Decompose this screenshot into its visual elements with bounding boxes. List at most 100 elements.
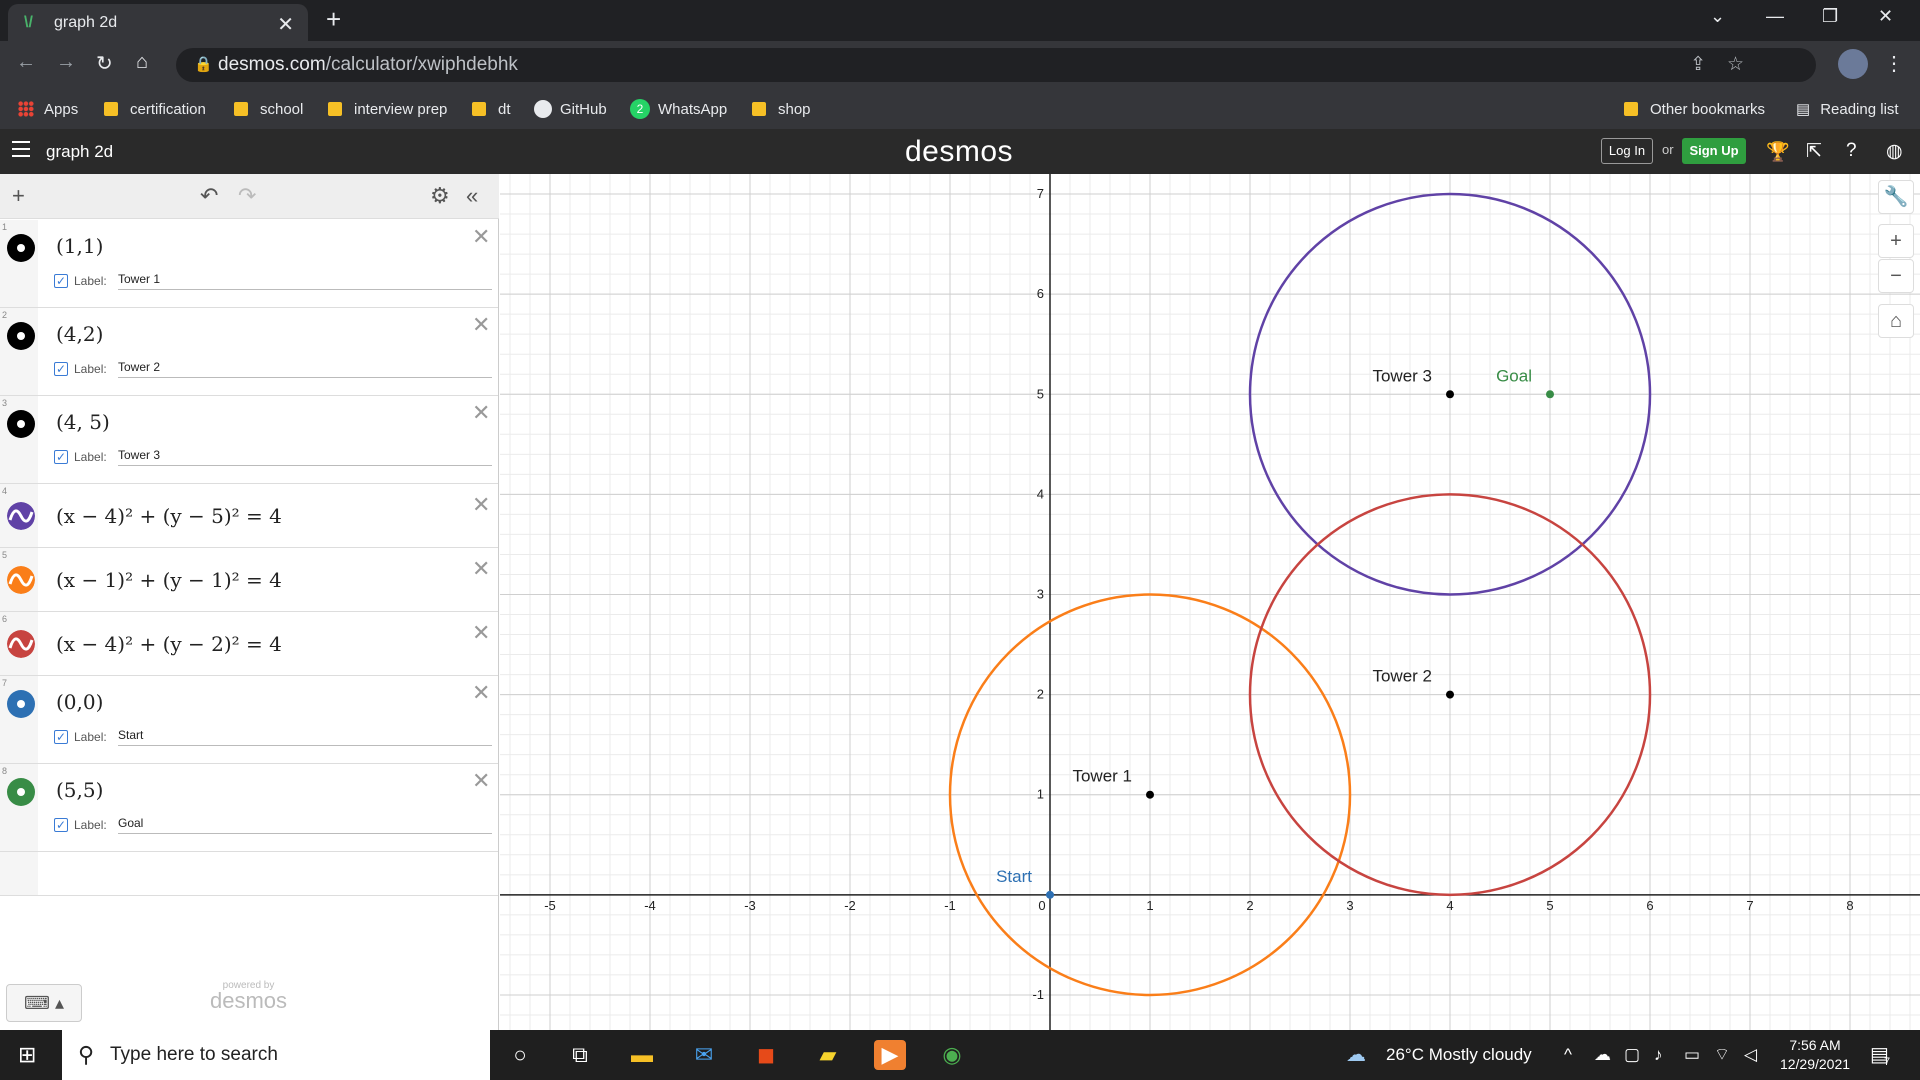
bookmark-other[interactable]: Other bookmarks [1624,89,1765,129]
keyboard-toggle-button[interactable]: ⌨ ▴ [6,984,82,1022]
bookmark-whatsapp[interactable]: 2 WhatsApp [630,89,727,129]
notifications-icon[interactable]: ▤ [1870,1044,1889,1066]
expression-row[interactable]: 4 (x − 4)² + (y − 5)² = 4 ✕ [0,484,498,548]
trophy-icon[interactable]: 🏆 [1766,142,1790,163]
volume-icon[interactable]: ◁ [1744,1045,1758,1064]
label-toggle[interactable]: ✓ Label: Goal [54,816,492,834]
forward-icon[interactable]: → [56,51,76,73]
expression-row[interactable]: 6 (x − 4)² + (y − 2)² = 4 ✕ [0,612,498,676]
chrome-icon[interactable]: ◉ [942,1042,962,1067]
close-window-button[interactable]: ✕ [1878,6,1894,26]
undo-icon[interactable]: ↶ [200,183,219,208]
expression-row[interactable]: 2 (4,2) ✓ Label: Tower 2 ✕ [0,308,498,396]
point-style-icon[interactable] [7,322,35,350]
help-icon[interactable]: ? [1846,140,1857,161]
point-style-icon[interactable] [7,690,35,718]
label-checkbox-icon[interactable]: ✓ [54,818,68,832]
mail-icon[interactable]: ✉ [694,1042,714,1067]
delete-expression-icon[interactable]: ✕ [472,312,491,337]
point-style-icon[interactable] [7,778,35,806]
bookmark-school[interactable]: school [234,89,303,129]
more-menu-icon[interactable]: ⋮ [1884,53,1904,75]
expression-row[interactable]: 7 (0,0) ✓ Label: Start ✕ [0,676,498,764]
profile-avatar[interactable] [1838,49,1868,79]
label-input[interactable]: Tower 3 [118,448,492,466]
curve-style-icon[interactable] [7,630,35,658]
label-input[interactable]: Start [118,728,492,746]
bookmark-interview-prep[interactable]: interview prep [328,89,447,129]
language-globe-icon[interactable]: ◍ [1886,141,1903,162]
label-checkbox-icon[interactable]: ✓ [54,274,68,288]
reload-icon[interactable]: ↻ [96,53,113,75]
expression-row[interactable]: 1 (1,1) ✓ Label: Tower 1 ✕ [0,220,498,308]
expression-math[interactable]: (x − 4)² + (y − 5)² = 4 [56,504,282,528]
zoom-in-button[interactable]: + [1878,224,1914,258]
expression-math[interactable]: (x − 1)² + (y − 1)² = 4 [56,568,282,592]
onedrive-icon[interactable]: ☁ [1594,1045,1611,1064]
expression-math[interactable]: (4,2) [56,322,104,346]
redo-icon[interactable]: ↷ [238,183,257,208]
zoom-out-button[interactable]: − [1878,259,1914,293]
point-style-icon[interactable] [7,234,35,262]
delete-expression-icon[interactable]: ✕ [472,224,491,249]
graph-title[interactable]: graph 2d [46,142,114,161]
label-checkbox-icon[interactable]: ✓ [54,450,68,464]
new-tab-button[interactable]: + [326,4,342,34]
tray-chevron-icon[interactable]: ^ [1564,1045,1572,1064]
close-tab-icon[interactable]: ✕ [277,14,294,36]
delete-expression-icon[interactable]: ✕ [472,620,491,645]
login-button[interactable]: Log In [1601,138,1653,164]
label-checkbox-icon[interactable]: ✓ [54,730,68,744]
delete-expression-icon[interactable]: ✕ [472,768,491,793]
taskbar-search[interactable]: ⚲ Type here to search [62,1030,490,1080]
label-toggle[interactable]: ✓ Label: Tower 3 [54,448,492,466]
bookmark-shop[interactable]: shop [752,89,811,129]
weather-text[interactable]: 26°C Mostly cloudy [1386,1045,1532,1064]
default-view-home-icon[interactable]: ⌂ [1878,304,1914,338]
label-checkbox-icon[interactable]: ✓ [54,362,68,376]
point-style-icon[interactable] [7,410,35,438]
browser-tab[interactable]: \/ graph 2d ✕ [8,4,308,41]
bookmark-certification[interactable]: certification [104,89,206,129]
curve-style-icon[interactable] [7,566,35,594]
windows-start-icon[interactable]: ⊞ [18,1042,37,1067]
address-bar[interactable]: 🔒 desmos.com/calculator/xwiphdebhk ⇪ ☆ [176,48,1816,82]
meet-icon[interactable]: ▢ [1624,1045,1641,1064]
task-view-icon[interactable]: ⧉ [572,1042,588,1067]
home-icon[interactable]: ⌂ [136,51,149,73]
expression-math[interactable]: (0,0) [56,690,104,714]
graph-svg[interactable]: -5 -4 -3 -2 -1 0 1 2 3 4 5 6 7 8 -1 1 2 3 4 5 6 7 Tower 1 Tower… [500,174,1920,1030]
tab-search-icon[interactable]: ⌄ [1710,6,1726,26]
settings-gear-icon[interactable]: ⚙ [430,183,450,208]
system-clock[interactable]: 7:56 AM 12/29/2021 [1770,1036,1860,1074]
curve-style-icon[interactable] [7,502,35,530]
bookmark-star-icon[interactable]: ☆ [1726,54,1744,75]
cortana-icon[interactable]: ○ [513,1042,527,1067]
signup-button[interactable]: Sign Up [1682,138,1746,164]
bookmark-dt[interactable]: dt [472,89,511,129]
label-toggle[interactable]: ✓ Label: Tower 1 [54,272,492,290]
expression-row[interactable]: 3 (4, 5) ✓ Label: Tower 3 ✕ [0,396,498,484]
label-input[interactable]: Tower 2 [118,360,492,378]
graph-settings-wrench-icon[interactable]: 🔧 [1878,180,1914,214]
bookmark-apps[interactable]: Apps [18,89,78,129]
expression-row[interactable]: 8 (5,5) ✓ Label: Goal ✕ [0,764,498,852]
collapse-panel-icon[interactable]: « [466,183,479,208]
graph-canvas[interactable]: -5 -4 -3 -2 -1 0 1 2 3 4 5 6 7 8 -1 1 2 3 4 5 6 7 Tower 1 Tower… [500,174,1920,1030]
delete-expression-icon[interactable]: ✕ [472,492,491,517]
expression-row[interactable]: 5 (x − 1)² + (y − 1)² = 4 ✕ [0,548,498,612]
label-toggle[interactable]: ✓ Label: Tower 2 [54,360,492,378]
back-icon[interactable]: ← [16,51,36,73]
label-input[interactable]: Goal [118,816,492,834]
file-explorer-icon[interactable]: ▬ [631,1042,653,1067]
bookmark-github[interactable]: GitHub [534,89,607,129]
expression-math[interactable]: (x − 4)² + (y − 2)² = 4 [56,632,282,656]
sticky-notes-icon[interactable]: ▰ [819,1042,837,1067]
add-item-icon[interactable]: + [12,183,25,208]
reading-list[interactable]: ▤ Reading list [1796,89,1899,129]
office-icon[interactable]: ◼ [756,1042,776,1067]
empty-expression-row[interactable] [0,852,498,896]
share-graph-icon[interactable]: ⇱ [1806,141,1822,162]
expression-math[interactable]: (1,1) [56,234,104,258]
delete-expression-icon[interactable]: ✕ [472,400,491,425]
